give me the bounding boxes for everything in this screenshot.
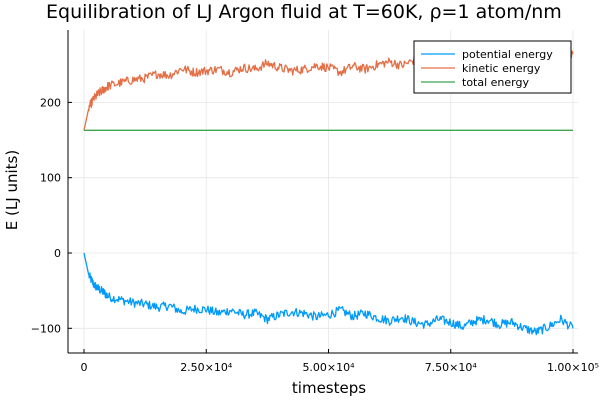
y-tick-label: −100 xyxy=(31,322,61,335)
legend-box xyxy=(413,40,572,94)
x-axis-label: timesteps xyxy=(292,379,366,397)
x-tick-label: 7.50×10⁴ xyxy=(425,361,478,374)
legend-label: total energy xyxy=(462,76,529,89)
y-tick-label: 0 xyxy=(54,247,61,260)
y-axis-label: E (LJ units) xyxy=(3,150,21,230)
y-tick-label: 200 xyxy=(40,96,61,109)
x-tick-label: 5.00×10⁴ xyxy=(302,361,355,374)
y-tick-label: 100 xyxy=(40,172,61,185)
grid xyxy=(68,30,578,353)
chart-title: Equilibration of LJ Argon fluid at T=60K… xyxy=(46,1,562,23)
x-tick-label: 1.00×10⁵ xyxy=(547,361,599,374)
ticks: 0 2.50×10⁴ 5.00×10⁴ 7.50×10⁴ 1.00×10⁵ −100 0 10… xyxy=(31,96,599,374)
legend-label: potential energy xyxy=(462,48,553,61)
x-tick-label: 0 xyxy=(81,361,88,374)
series-line-potential-energy xyxy=(83,252,574,336)
x-tick-label: 2.50×10⁴ xyxy=(180,361,233,374)
legend-label: kinetic energy xyxy=(462,62,541,75)
